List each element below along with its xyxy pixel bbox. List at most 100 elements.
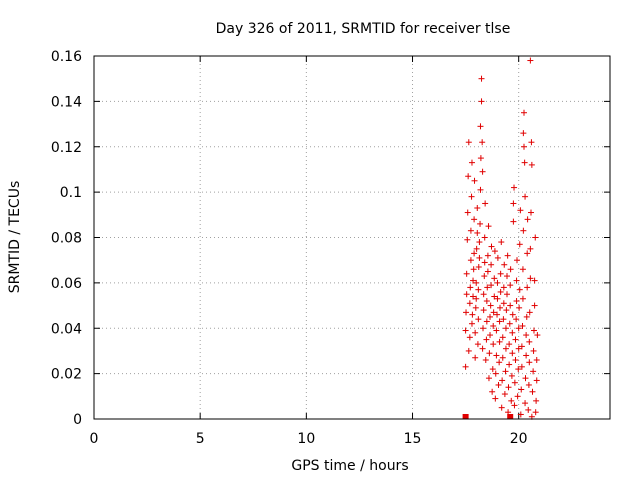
data-point: [515, 325, 522, 332]
data-point: [511, 379, 518, 386]
data-point: [492, 395, 499, 402]
data-point: [524, 250, 531, 257]
data-point: [477, 186, 484, 193]
data-point: [499, 354, 506, 361]
data-point: [533, 397, 540, 404]
data-point: [496, 338, 503, 345]
data-point: [487, 302, 494, 309]
data-point: [528, 139, 535, 146]
data-point: [516, 241, 523, 248]
chart-title: Day 326 of 2011, SRMTID for receiver tls…: [216, 21, 511, 37]
data-point: [488, 243, 495, 250]
data-point: [490, 309, 497, 316]
grid-lines: [94, 56, 610, 419]
data-point: [505, 384, 512, 391]
data-point: [515, 366, 522, 373]
data-point: [482, 200, 489, 207]
data-point: [517, 411, 524, 418]
data-point: [522, 193, 529, 200]
data-point: [523, 313, 530, 320]
data-point: [531, 302, 538, 309]
data-point: [468, 159, 475, 166]
data-point: [503, 307, 510, 314]
data-point: [470, 266, 477, 273]
data-point: [521, 109, 527, 116]
data-point: [472, 329, 479, 336]
data-point: [472, 354, 479, 361]
data-point: [474, 229, 481, 236]
y-tick-label: 0.02: [51, 367, 82, 383]
data-point: [526, 338, 533, 345]
data-point: [524, 284, 531, 291]
data-point: [480, 325, 487, 332]
x-tick-label: 15: [404, 431, 422, 447]
data-point: [472, 304, 479, 311]
data-point: [481, 259, 488, 266]
data-point: [477, 220, 484, 227]
data-point: [462, 363, 469, 370]
data-point: [521, 143, 527, 150]
data-point: [478, 98, 485, 105]
data-point: [530, 327, 537, 334]
data-point: [475, 286, 482, 293]
data-point: [484, 268, 491, 275]
data-point: [470, 277, 477, 284]
data-point: [489, 388, 496, 395]
data-point: [477, 155, 484, 162]
data-point: [502, 368, 509, 375]
data-point: [491, 275, 498, 282]
data-point: [466, 300, 473, 307]
data-point: [522, 400, 529, 407]
data-point: [512, 336, 519, 343]
data-point: [508, 372, 515, 379]
data-point: [480, 291, 487, 298]
data-point: [486, 350, 493, 357]
data-point: [501, 261, 508, 268]
data-point: [481, 273, 488, 280]
data-point: [524, 216, 531, 223]
data-point: [509, 311, 516, 318]
data-point: [504, 291, 511, 298]
data-point: [498, 239, 505, 246]
data-point: [501, 391, 508, 398]
data-point: [490, 322, 497, 329]
data-point: [470, 293, 477, 300]
data-point: [521, 159, 528, 166]
data-point: [506, 341, 513, 348]
data-point: [506, 361, 513, 368]
data-point: [466, 334, 473, 341]
data-point: [518, 343, 525, 350]
y-axis-label: SRMTID / TECUs: [7, 181, 23, 294]
y-tick-label: 0.1: [60, 185, 82, 201]
data-point: [512, 357, 519, 364]
data-point: [522, 375, 529, 382]
data-point: [530, 368, 537, 375]
data-point: [491, 248, 498, 255]
data-point: [527, 57, 534, 64]
y-tick-label: 0: [73, 412, 82, 428]
data-point: [464, 209, 471, 216]
data-point: [471, 250, 478, 257]
data-point: [499, 377, 506, 384]
data-point: [480, 307, 487, 314]
data-point: [513, 257, 520, 264]
data-point: [467, 257, 474, 264]
data-point: [510, 200, 517, 207]
data-point: [483, 336, 490, 343]
data-point: [516, 286, 523, 293]
data-point: [483, 298, 490, 305]
data-point: [506, 320, 513, 327]
data-point: [500, 300, 507, 307]
data-point: [498, 404, 505, 411]
data-point: [525, 406, 532, 413]
data-point: [531, 277, 538, 284]
data-point: [533, 377, 540, 384]
data-point: [463, 291, 470, 298]
data-point: [528, 161, 535, 168]
data-point: [494, 254, 501, 261]
data-point: [473, 279, 480, 286]
data-point: [500, 284, 507, 291]
data-point: [488, 282, 495, 289]
data-point: [493, 352, 500, 359]
data-point: [510, 218, 517, 225]
